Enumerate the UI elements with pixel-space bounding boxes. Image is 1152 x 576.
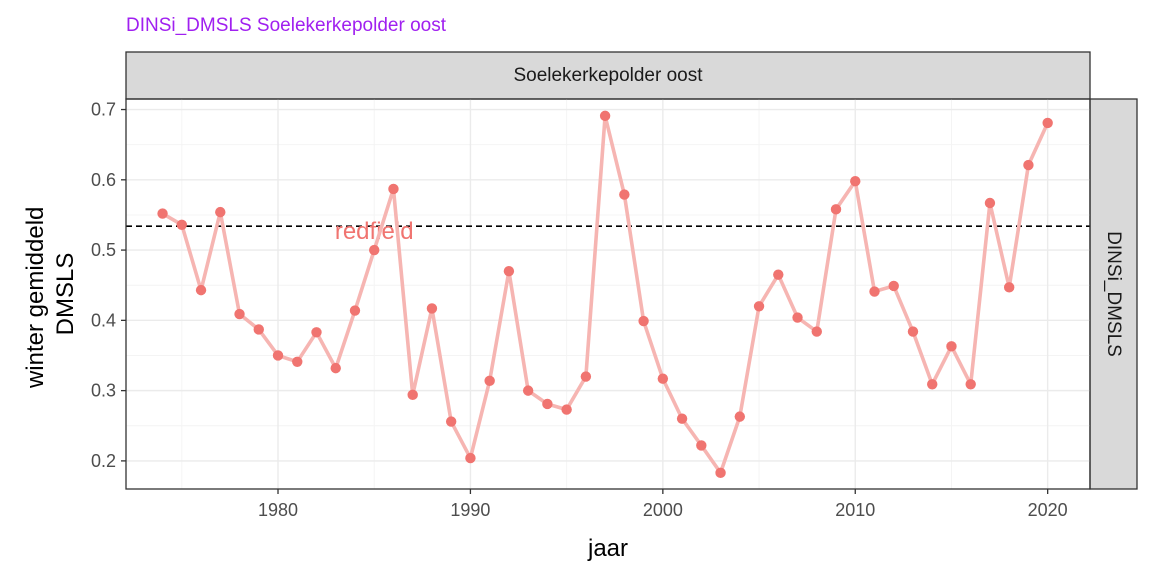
y-tick-label: 0.2 xyxy=(91,451,116,471)
grid-lines xyxy=(126,99,1090,489)
data-point xyxy=(292,356,303,368)
data-point xyxy=(638,315,649,327)
data-point xyxy=(1003,282,1015,293)
data-point xyxy=(965,379,976,390)
y-axis: 0.2 0.3 0.4 0.5 0.6 0.7 xyxy=(91,100,126,471)
panel-border xyxy=(125,98,1091,490)
y-axis-title-line-2: DMSLS xyxy=(52,253,79,336)
data-point xyxy=(349,305,361,316)
strip-right-label: DINSi_DMSLS xyxy=(1103,231,1124,357)
series-line xyxy=(161,114,1050,475)
data-point xyxy=(176,219,188,230)
data-point xyxy=(561,404,572,415)
chart-title: DINSi_DMSLS Soelekerkepolder oost xyxy=(126,15,447,36)
data-point xyxy=(676,413,688,424)
data-point xyxy=(503,265,515,277)
data-point xyxy=(888,280,899,292)
data-point xyxy=(753,301,765,312)
data-point xyxy=(773,269,784,280)
data-point xyxy=(1023,159,1034,171)
data-point xyxy=(696,440,707,451)
data-point xyxy=(157,208,168,219)
data-point xyxy=(253,324,264,335)
data-point xyxy=(388,183,399,195)
y-tick-label: 0.5 xyxy=(91,240,116,260)
data-point xyxy=(984,197,996,209)
y-axis-title-line-1: winter gemiddeld xyxy=(22,207,49,389)
data-point xyxy=(850,176,861,187)
data-point xyxy=(657,373,669,384)
data-point xyxy=(369,244,380,256)
data-point xyxy=(599,110,611,122)
facet-strip-right: DINSi_DMSLS xyxy=(1089,98,1138,490)
data-point xyxy=(927,379,938,390)
data-point xyxy=(946,341,957,352)
y-axis-title: winter gemiddeld DMSLS xyxy=(22,200,79,389)
y-tick-label: 0.4 xyxy=(91,310,116,330)
strip-right-box xyxy=(1089,98,1138,490)
reference-line-group: redfield xyxy=(126,218,1090,245)
y-tick-label: 0.7 xyxy=(91,100,116,120)
data-point xyxy=(619,189,630,200)
data-point xyxy=(445,416,457,427)
data-point xyxy=(542,398,553,410)
data-point xyxy=(734,411,746,422)
data-point xyxy=(522,385,534,396)
data-point xyxy=(715,467,726,479)
data-point xyxy=(195,284,207,296)
x-tick-label: 2010 xyxy=(835,500,875,520)
data-point xyxy=(330,362,341,374)
data-point xyxy=(792,312,803,323)
data-point xyxy=(811,326,822,337)
data-point xyxy=(484,375,495,386)
data-point xyxy=(907,326,919,337)
x-tick-label: 2000 xyxy=(643,500,683,520)
redfield-label: redfield xyxy=(335,218,414,245)
x-tick-label: 2020 xyxy=(1028,500,1068,520)
x-tick-label: 1980 xyxy=(258,500,298,520)
y-tick-label: 0.6 xyxy=(91,170,116,190)
data-point xyxy=(830,204,842,215)
facet-strip-top: Soelekerkepolder oost xyxy=(125,51,1091,100)
data-point xyxy=(215,206,226,218)
strip-top-box xyxy=(125,51,1091,100)
strip-top-label: Soelekerkepolder oost xyxy=(513,65,703,86)
data-point xyxy=(272,350,284,361)
data-point xyxy=(1042,117,1053,129)
data-point xyxy=(869,286,880,297)
data-point xyxy=(426,303,438,314)
data-point xyxy=(407,389,418,401)
x-axis-title: jaar xyxy=(587,535,628,562)
data-point xyxy=(234,308,245,320)
y-tick-label: 0.3 xyxy=(91,381,116,401)
x-tick-label: 1990 xyxy=(450,500,490,520)
data-point xyxy=(311,327,322,338)
series-group xyxy=(157,110,1053,479)
x-axis: 1980 1990 2000 2010 2020 xyxy=(258,489,1068,520)
data-point xyxy=(465,452,476,464)
data-point xyxy=(580,371,592,382)
